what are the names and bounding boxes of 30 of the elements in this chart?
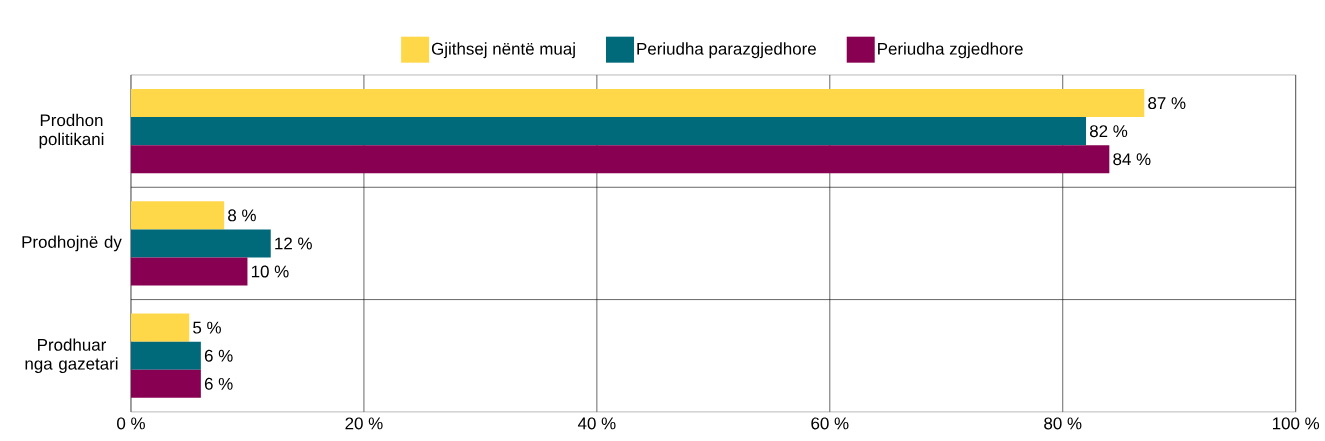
- data-label: 84 %: [1113, 153, 1151, 166]
- y-tick-label: Prodhon politikani: [39, 113, 104, 149]
- data-label: 82 %: [1089, 125, 1128, 138]
- y-tick-label: Prodhojnë dy: [22, 235, 122, 252]
- bar: [130, 341, 201, 370]
- x-tick-label: 0 %: [117, 417, 145, 430]
- x-tick-label: 100 %: [1272, 417, 1320, 430]
- x-tick-label: 80 %: [1044, 417, 1082, 430]
- legend-label: Periudha parazgjedhore: [637, 42, 816, 59]
- x-tick-label: 20 %: [345, 417, 383, 430]
- bar: [130, 257, 248, 286]
- x-tick-label: 60 %: [811, 417, 849, 430]
- bar: [130, 89, 1145, 118]
- bar: [130, 313, 190, 342]
- bar: [130, 229, 271, 258]
- bar: [130, 145, 1110, 174]
- bar: [130, 117, 1087, 146]
- data-label: 12 %: [275, 237, 312, 250]
- x-tick-label: 40 %: [577, 417, 616, 430]
- legend-label: Periudha zgjedhore: [878, 42, 1023, 59]
- data-label: 87 %: [1148, 97, 1186, 110]
- data-label: 10 %: [251, 265, 289, 278]
- data-label: 8 %: [228, 209, 256, 222]
- y-tick-label: Prodhuar nga gazetari: [25, 338, 118, 374]
- bar: [130, 369, 201, 398]
- data-label: 6 %: [204, 349, 233, 362]
- legend-label: Gjithsej nëntë muaj: [431, 42, 575, 59]
- data-label: 6 %: [204, 377, 233, 390]
- bar: [130, 201, 225, 230]
- data-label: 5 %: [193, 321, 221, 334]
